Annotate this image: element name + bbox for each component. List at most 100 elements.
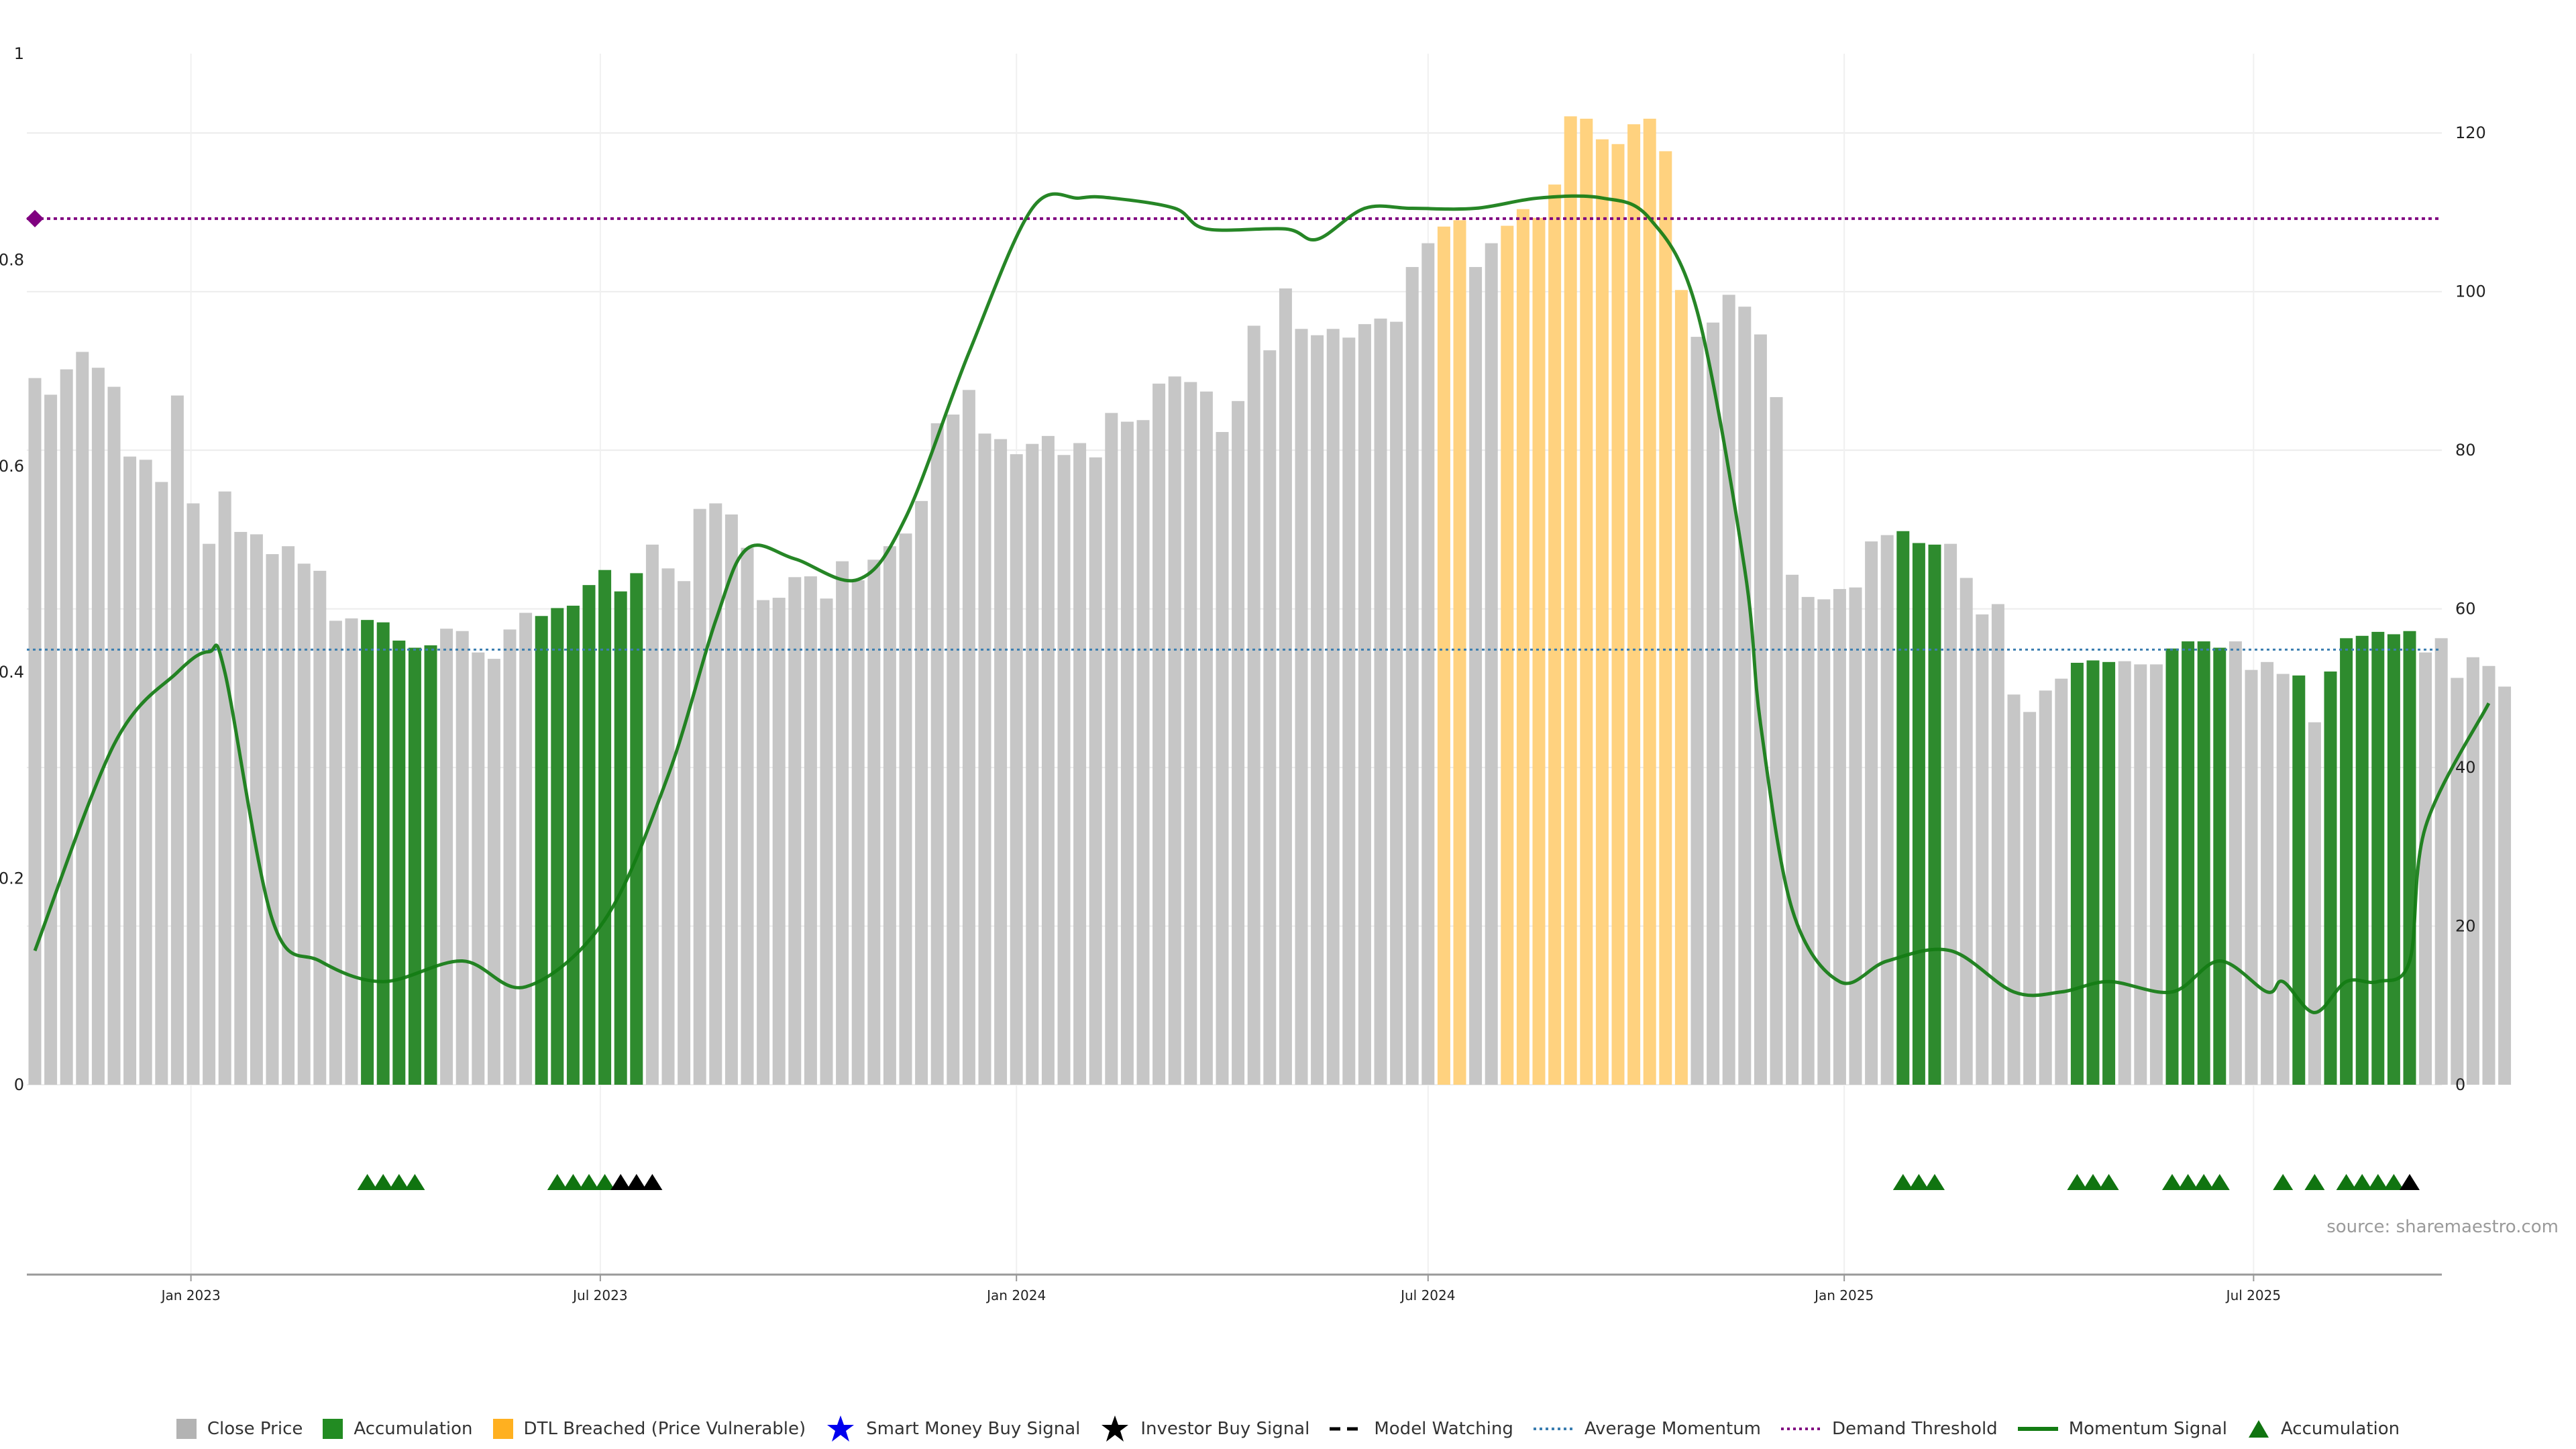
price-bar xyxy=(867,559,881,1085)
accumulation-marker xyxy=(2162,1174,2182,1190)
y-left-tick-label: 1 xyxy=(14,44,24,63)
legend-symbol-star xyxy=(826,1414,855,1444)
y-right-tick-label: 120 xyxy=(2455,123,2486,142)
price-bar xyxy=(1485,243,1498,1085)
y-right-tick-label: 40 xyxy=(2455,758,2476,777)
legend-label: Accumulation xyxy=(2280,1419,2400,1439)
y-left-tick-label: 0 xyxy=(14,1075,24,1094)
price-bar xyxy=(203,543,216,1085)
price-bar xyxy=(455,631,469,1085)
accumulation-bar xyxy=(2387,634,2400,1085)
dtl-breached-bar xyxy=(1548,184,1562,1085)
price-bar xyxy=(2419,652,2432,1085)
price-bar xyxy=(836,561,849,1085)
price-bar xyxy=(994,439,1008,1085)
legend-symbol-square xyxy=(492,1419,513,1439)
price-bar xyxy=(741,547,754,1085)
legend-item-demand-threshold: Demand Threshold xyxy=(1781,1419,1998,1439)
accumulation-bar xyxy=(2371,631,2385,1085)
dtl-breached-bar xyxy=(1453,220,1466,1085)
legend-label: Demand Threshold xyxy=(1832,1419,1998,1439)
legend-symbol-star xyxy=(1100,1414,1130,1444)
price-bar xyxy=(1960,578,1973,1085)
price-bar xyxy=(313,570,327,1085)
price-bar xyxy=(1358,324,1371,1085)
accumulation-bar xyxy=(2324,672,2337,1085)
price-bar xyxy=(883,546,896,1085)
investor-buy-marker xyxy=(626,1174,647,1190)
legend-symbol-dotted xyxy=(1533,1426,1574,1432)
price-bar xyxy=(915,500,928,1085)
price-bar xyxy=(820,598,833,1085)
legend-label: Model Watching xyxy=(1374,1419,1513,1439)
accumulation-marker xyxy=(1909,1174,1929,1190)
accumulation-bar xyxy=(2086,660,2100,1085)
price-bar xyxy=(1311,335,1324,1085)
price-bar xyxy=(1880,535,1894,1085)
price-bar xyxy=(2055,678,2068,1085)
dtl-breached-bar xyxy=(1580,118,1593,1085)
dtl-breached-bar xyxy=(1437,226,1450,1085)
accumulation-bar xyxy=(2340,638,2353,1085)
price-bar xyxy=(1326,329,1340,1085)
y-right-tick-label: 100 xyxy=(2455,282,2486,301)
y-right-tick-label: 60 xyxy=(2455,600,2476,619)
accumulation-marker xyxy=(547,1174,568,1190)
price-bar xyxy=(1833,589,1846,1085)
price-bar xyxy=(2007,694,2021,1085)
accumulation-bar xyxy=(566,605,580,1085)
accumulation-marker xyxy=(373,1174,394,1190)
legend-symbol-line xyxy=(2017,1426,2058,1432)
accumulation-bar xyxy=(630,573,643,1085)
accumulation-bar xyxy=(551,608,564,1085)
legend-item-dtl-breached: DTL Breached (Price Vulnerable) xyxy=(492,1419,806,1439)
price-bar xyxy=(1041,435,1055,1085)
accumulation-bar xyxy=(535,616,548,1085)
price-bar xyxy=(2451,678,2464,1085)
price-bar xyxy=(472,652,485,1085)
price-bar xyxy=(1770,396,1783,1085)
accumulation-marker xyxy=(594,1174,615,1190)
price-bar xyxy=(1295,329,1308,1085)
price-bar xyxy=(1263,350,1277,1085)
x-tick-label: Jul 2023 xyxy=(572,1287,627,1303)
price-bar xyxy=(2498,686,2512,1085)
price-bar xyxy=(28,378,42,1085)
accumulation-marker xyxy=(2383,1174,2404,1190)
price-bar xyxy=(1199,391,1213,1085)
price-bar xyxy=(2023,712,2037,1085)
price-bar xyxy=(1216,431,1229,1085)
accumulation-bar xyxy=(2165,648,2179,1085)
price-bar xyxy=(804,576,817,1085)
price-bar xyxy=(1865,541,1878,1085)
price-bar xyxy=(1849,587,1862,1085)
price-bar xyxy=(2482,665,2496,1085)
x-tick-label: Jul 2025 xyxy=(2225,1287,2281,1303)
legend-symbol-triangle xyxy=(2247,1419,2270,1439)
price-bar xyxy=(1057,455,1071,1085)
price-bar xyxy=(1390,321,1403,1085)
price-bar xyxy=(1801,596,1815,1085)
price-bar xyxy=(772,598,786,1085)
accumulation-marker xyxy=(2273,1174,2294,1190)
accumulation-marker xyxy=(2083,1174,2103,1190)
price-bar xyxy=(1120,421,1134,1085)
price-bar xyxy=(250,534,263,1085)
dtl-breached-bar xyxy=(1564,116,1577,1085)
accumulation-marker xyxy=(2194,1174,2214,1190)
accumulation-bar xyxy=(1896,531,1910,1085)
price-bar xyxy=(1469,267,1483,1085)
price-bar xyxy=(91,368,105,1085)
price-bar xyxy=(1722,294,1735,1085)
price-bar xyxy=(234,531,248,1085)
accumulation-bar xyxy=(2070,663,2084,1085)
tick-labels: 0 0.2 0.4 0.6 0.8 1 0 20 40 60 80 100 120 Jan 2023 Jul… xyxy=(0,44,2486,1303)
source-label: source: sharemaestro.com xyxy=(2326,1217,2559,1237)
dtl-breached-bar xyxy=(1516,209,1529,1085)
price-bar xyxy=(1991,604,2004,1085)
price-bar xyxy=(2149,664,2163,1085)
accumulation-bar xyxy=(392,640,406,1085)
accumulation-marker xyxy=(2098,1174,2119,1190)
price-bar xyxy=(186,503,200,1085)
